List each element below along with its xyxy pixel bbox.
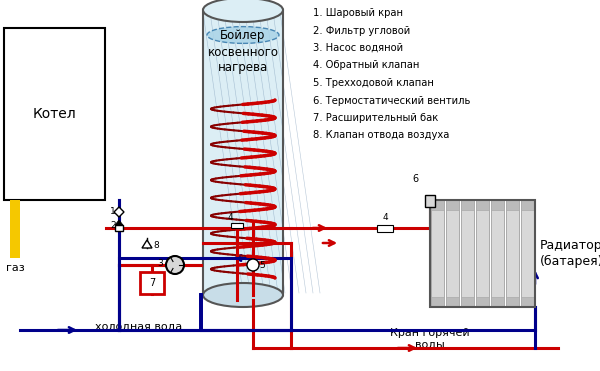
Bar xyxy=(431,200,444,307)
Text: 3: 3 xyxy=(157,259,163,269)
Bar xyxy=(476,200,489,210)
Text: 8: 8 xyxy=(153,240,159,250)
Bar xyxy=(446,200,459,307)
Text: 4: 4 xyxy=(227,213,233,222)
Text: 4: 4 xyxy=(382,213,388,222)
Text: 7: 7 xyxy=(149,278,155,288)
Text: холодная вода: холодная вода xyxy=(95,322,182,332)
Ellipse shape xyxy=(203,0,283,22)
Text: 4. Обратный клапан: 4. Обратный клапан xyxy=(313,60,419,70)
Bar xyxy=(425,195,435,207)
Bar xyxy=(446,297,459,307)
Bar xyxy=(506,297,519,307)
Text: газ: газ xyxy=(6,263,25,273)
Ellipse shape xyxy=(203,283,283,307)
Bar xyxy=(461,297,474,307)
Text: 6. Термостатический вентиль: 6. Термостатический вентиль xyxy=(313,95,470,105)
Circle shape xyxy=(247,259,259,271)
Text: 1: 1 xyxy=(110,207,116,217)
Bar xyxy=(521,200,534,210)
Text: Кран горячей
воды: Кран горячей воды xyxy=(390,328,470,350)
Text: Котел: Котел xyxy=(32,107,76,121)
Bar xyxy=(506,200,519,210)
Text: Бойлер
косвенного
нагрева: Бойлер косвенного нагрева xyxy=(208,30,278,75)
Bar xyxy=(476,297,489,307)
Text: 5. Трехходовой клапан: 5. Трехходовой клапан xyxy=(313,78,434,88)
Text: 2. Фильтр угловой: 2. Фильтр угловой xyxy=(313,26,410,36)
Bar xyxy=(506,200,519,307)
Bar xyxy=(431,297,444,307)
Bar xyxy=(203,10,283,295)
Bar xyxy=(231,223,243,228)
Bar xyxy=(476,200,489,307)
Bar xyxy=(446,200,459,210)
Bar xyxy=(377,225,393,232)
Polygon shape xyxy=(114,207,124,217)
Ellipse shape xyxy=(207,27,279,43)
Circle shape xyxy=(166,256,184,274)
Bar xyxy=(4,28,105,200)
Bar xyxy=(521,200,534,307)
Bar xyxy=(491,200,504,210)
Text: 2: 2 xyxy=(110,220,116,230)
Text: 7. Расширительный бак: 7. Расширительный бак xyxy=(313,113,438,123)
Text: 8. Клапан отвода воздуха: 8. Клапан отвода воздуха xyxy=(313,131,449,141)
Bar xyxy=(431,200,444,210)
Polygon shape xyxy=(142,240,152,248)
Bar xyxy=(491,200,504,307)
Bar xyxy=(461,200,474,210)
Text: 3. Насос водяной: 3. Насос водяной xyxy=(313,43,403,53)
Bar xyxy=(430,200,535,307)
Bar xyxy=(521,297,534,307)
Polygon shape xyxy=(115,220,123,225)
Text: 1. Шаровый кран: 1. Шаровый кран xyxy=(313,8,403,18)
Text: 6: 6 xyxy=(412,174,418,184)
Text: Радиатор
(батарея): Радиатор (батарея) xyxy=(540,239,600,267)
Bar xyxy=(461,200,474,307)
Bar xyxy=(10,200,20,258)
Bar xyxy=(491,297,504,307)
Bar xyxy=(115,225,123,231)
Text: 5: 5 xyxy=(259,261,265,270)
Bar xyxy=(140,272,164,294)
